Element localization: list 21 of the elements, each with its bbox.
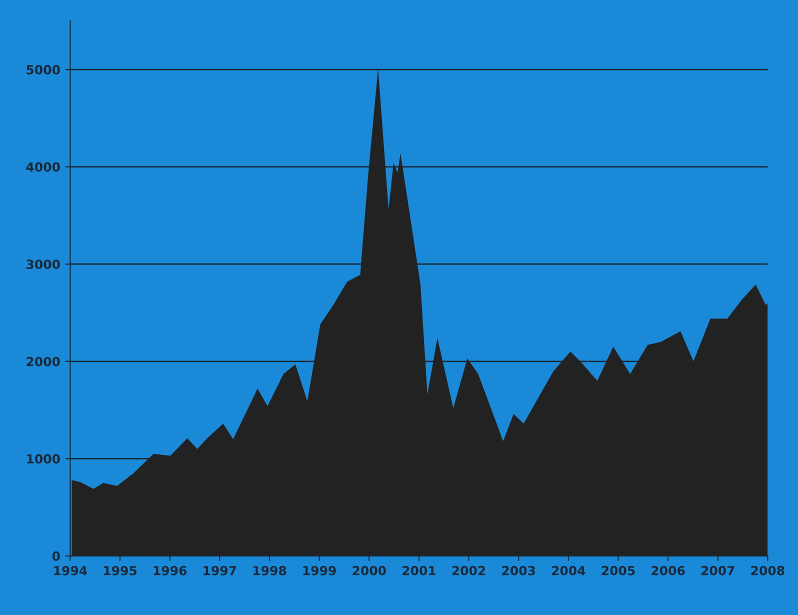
x-tick-label: 1996	[154, 566, 187, 576]
y-tick-label: 2000	[26, 356, 60, 366]
x-tick-label: 1995	[104, 566, 137, 576]
x-tick-label: 1997	[204, 566, 236, 576]
y-tick-label: 4000	[26, 162, 60, 172]
y-tick-label: 3000	[26, 260, 60, 270]
x-tick-label: 1999	[303, 566, 336, 576]
x-tick-label: 2008	[751, 566, 784, 576]
x-tick-label: 2003	[502, 566, 535, 576]
x-tick-label: 2005	[602, 566, 635, 576]
x-tick-label: 1998	[254, 566, 286, 576]
y-tick-label: 0	[52, 551, 60, 561]
x-tick-label: 2002	[452, 566, 486, 576]
x-tick-label: 2007	[701, 566, 734, 576]
x-tick-label: 2004	[552, 566, 586, 576]
x-tick-label: 1994	[54, 566, 88, 576]
y-tick-label: 5000	[26, 65, 60, 74]
x-tick-label: 2006	[652, 566, 685, 576]
x-tick-label: 2001	[402, 566, 436, 576]
y-tick-label: 1000	[27, 454, 60, 464]
x-tick-label: 2000	[352, 566, 386, 576]
